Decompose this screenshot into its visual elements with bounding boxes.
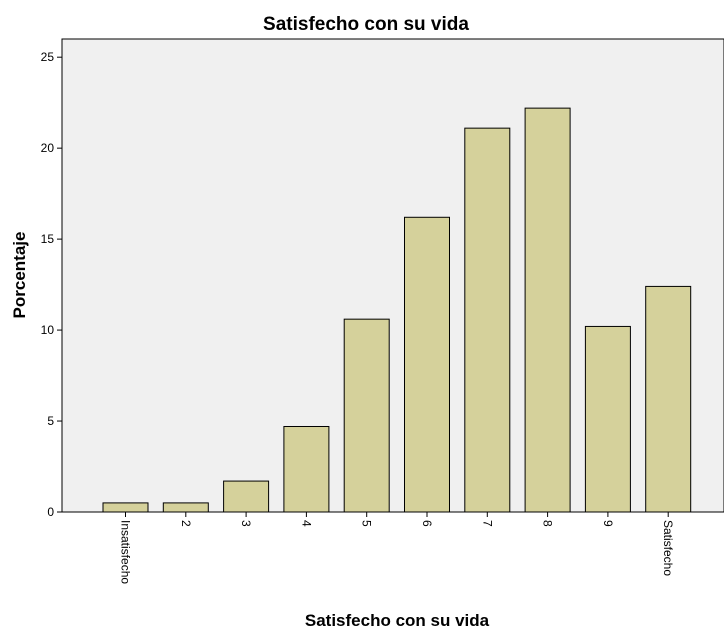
x-tick-label-4: 5 [360,520,374,527]
bar-7 [524,107,571,513]
x-tick-label-2: 3 [239,520,253,527]
bar-9 [645,285,692,513]
x-tick-label-1: 2 [179,520,193,527]
x-tick-label-7: 8 [541,520,555,527]
y-tick-label-1: 5 [47,414,54,428]
x-tick-label-0: Insatisfecho [119,520,133,584]
bar-5 [404,216,450,513]
bar-2 [223,480,270,513]
bar-6 [464,127,511,513]
y-tick-label-0: 0 [47,505,54,519]
x-tick-label-5: 6 [420,520,434,527]
y-axis: 0 5 10 15 20 25 [41,50,62,519]
bar-8 [584,325,631,513]
bar-1 [162,502,209,513]
x-axis-label: Satisfecho con su vida [305,611,490,630]
y-tick-label-3: 15 [41,232,55,246]
y-axis-label: Porcentaje [10,232,29,319]
x-axis: Insatisfecho 2 3 4 5 6 7 8 9 Satisfecho [119,512,675,584]
x-tick-label-8: 9 [601,520,615,527]
y-tick-label-5: 25 [41,50,55,64]
x-tick-label-6: 7 [480,520,494,527]
bar-4 [343,318,390,513]
bar-0 [102,502,149,513]
bars-group [102,107,692,513]
bar-3 [283,425,330,513]
x-tick-label-9: Satisfecho [661,520,675,576]
y-tick-label-4: 20 [41,141,55,155]
chart-title: Satisfecho con su vida [263,14,469,35]
x-tick-label-3: 4 [299,520,313,527]
y-tick-label-2: 10 [41,323,55,337]
